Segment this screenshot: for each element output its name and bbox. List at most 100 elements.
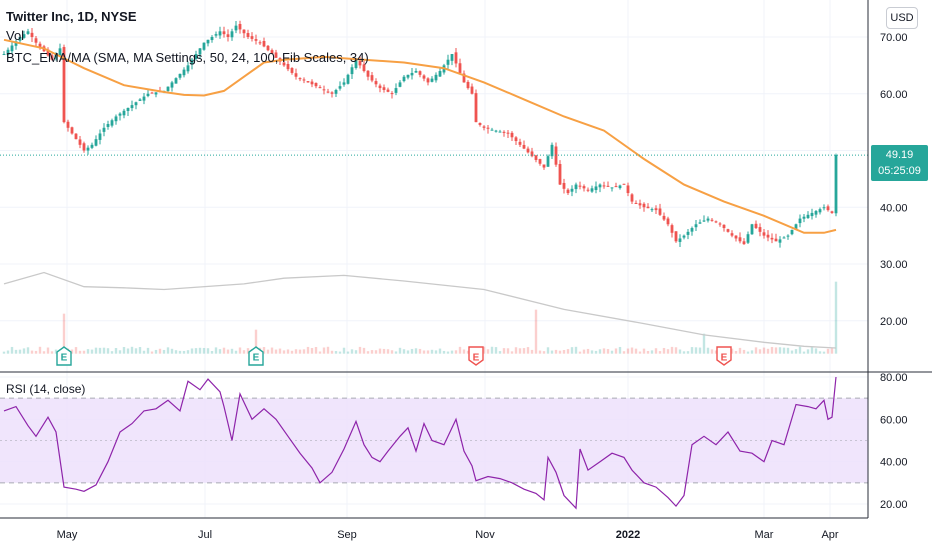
- candle-body: [690, 228, 694, 232]
- volume-bar: [550, 350, 554, 354]
- volume-bar: [222, 347, 226, 354]
- candle-body: [686, 231, 690, 235]
- volume-bar: [646, 350, 650, 354]
- volume-bar: [746, 351, 750, 354]
- candle-body: [518, 141, 522, 145]
- earnings-marker[interactable]: E: [248, 346, 264, 366]
- earnings-marker[interactable]: E: [56, 346, 72, 366]
- candle-body: [670, 225, 674, 233]
- candle-body: [802, 216, 806, 219]
- time-axis[interactable]: May Jul Sep Nov 2022 Mar Apr: [57, 529, 839, 541]
- volume-bar: [422, 350, 426, 354]
- volume-bar: [86, 349, 90, 354]
- volume-bar: [662, 347, 666, 354]
- volume-bar: [698, 347, 702, 354]
- candle-body: [490, 129, 494, 131]
- candle-body: [10, 45, 14, 52]
- volume-bar: [434, 350, 438, 354]
- candle-body: [562, 182, 566, 189]
- volume-bar: [786, 347, 790, 354]
- candle-body: [118, 113, 122, 116]
- chart-title[interactable]: Twitter Inc, 1D, NYSE: [6, 9, 137, 24]
- candle-body: [546, 156, 550, 167]
- earnings-marker[interactable]: E: [716, 346, 732, 366]
- candle-body: [54, 54, 58, 59]
- volume-bar: [482, 346, 486, 354]
- volume-bar: [602, 348, 606, 354]
- volume-bar: [642, 348, 646, 354]
- candle-body: [78, 139, 82, 145]
- candle-body: [722, 224, 726, 229]
- volume-bar: [266, 349, 270, 354]
- candle-body: [618, 185, 622, 189]
- volume-bar: [542, 351, 546, 354]
- volume-bar: [790, 350, 794, 354]
- earnings-marker-label: E: [61, 353, 68, 364]
- earnings-marker-label: E: [253, 353, 260, 364]
- volume-bar: [310, 347, 314, 354]
- candle-body: [694, 224, 698, 228]
- volume-bar: [158, 348, 162, 354]
- candle-body: [266, 45, 270, 51]
- candle-body: [414, 71, 418, 73]
- earnings-marker[interactable]: E: [468, 346, 484, 366]
- candle-body: [514, 137, 518, 142]
- candle-body: [130, 105, 134, 109]
- candle-body: [66, 121, 70, 128]
- candle-body: [142, 96, 146, 101]
- volume-bar: [522, 348, 526, 354]
- volume-bar: [330, 350, 334, 354]
- currency-button[interactable]: USD: [886, 7, 918, 29]
- volume-bar: [34, 350, 38, 354]
- rsi-axis[interactable]: 80.00 60.00 40.00 20.00: [880, 372, 908, 511]
- volume-bar: [454, 350, 458, 354]
- candle-body: [102, 127, 106, 132]
- volume-legend[interactable]: Vol: [6, 28, 25, 43]
- candle-body: [682, 235, 686, 238]
- volume-bar: [198, 347, 202, 354]
- candle-body: [458, 63, 462, 73]
- candle-body: [290, 68, 294, 73]
- volume-bar: [702, 333, 706, 354]
- candle-body: [22, 34, 26, 38]
- volume-bar: [558, 350, 562, 354]
- candle-body: [198, 48, 202, 55]
- candle-body: [386, 89, 390, 92]
- volume-bar: [750, 350, 754, 354]
- ma-legend[interactable]: BTC_EMA/MA (SMA, MA Settings, 50, 24, 10…: [6, 50, 369, 65]
- volume-bar: [54, 349, 58, 354]
- volume-bar: [278, 348, 282, 354]
- candle-body: [798, 218, 802, 224]
- volume-bar: [706, 347, 710, 354]
- time-tick-label: May: [57, 529, 78, 541]
- candle-body: [106, 124, 110, 127]
- candle-body: [234, 25, 238, 31]
- volume-bar: [350, 349, 354, 354]
- last-price-value: 49.19: [885, 149, 914, 161]
- rsi-legend[interactable]: RSI (14, close): [6, 382, 86, 396]
- candle-body: [734, 235, 738, 239]
- volume-bar: [578, 351, 582, 354]
- volume-bar: [322, 347, 326, 354]
- volume-bar: [62, 313, 66, 354]
- volume-bar: [766, 348, 770, 354]
- time-tick-label: Sep: [337, 529, 357, 541]
- volume-bar: [594, 350, 598, 354]
- price-candles: [2, 20, 838, 248]
- candle-body: [582, 186, 586, 189]
- volume-bar: [654, 348, 658, 354]
- volume-bar: [150, 351, 154, 354]
- candle-body: [282, 62, 286, 66]
- volume-bar: [686, 351, 690, 354]
- volume-bar: [526, 347, 530, 354]
- volume-bar: [302, 349, 306, 354]
- candle-body: [254, 39, 258, 41]
- volume-bar: [494, 347, 498, 354]
- candle-body: [94, 139, 98, 146]
- candle-body: [678, 238, 682, 242]
- volume-bar: [22, 348, 26, 354]
- candle-body: [362, 64, 366, 72]
- candle-body: [326, 91, 330, 93]
